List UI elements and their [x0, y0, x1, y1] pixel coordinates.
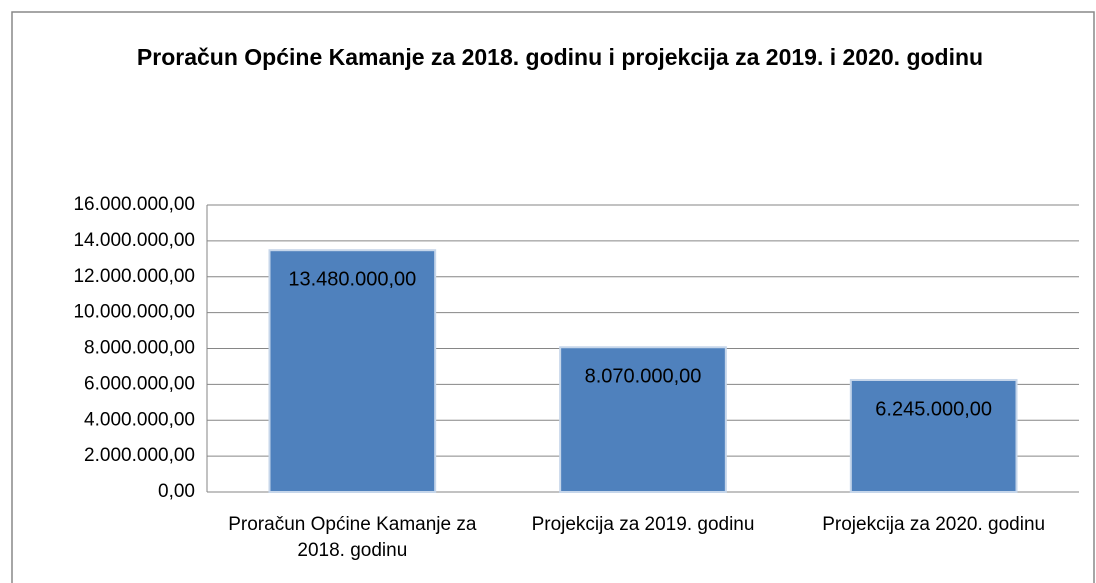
- data-label: 6.245.000,00: [875, 398, 992, 420]
- y-tick-label: 10.000.000,00: [73, 302, 195, 323]
- y-tick-label: 4.000.000,00: [84, 409, 195, 430]
- data-label: 13.480.000,00: [288, 268, 416, 290]
- chart-title: Proračun Općine Kamanje za 2018. godinu …: [136, 44, 984, 70]
- y-tick-label: 0,00: [158, 481, 195, 502]
- y-tick-label: 2.000.000,00: [84, 445, 195, 466]
- y-tick-label: 14.000.000,00: [73, 230, 195, 251]
- y-tick-label: 8.000.000,00: [84, 338, 195, 359]
- data-label: 8.070.000,00: [585, 366, 702, 388]
- bar: [849, 378, 1018, 493]
- y-tick-label: 6.000.000,00: [84, 373, 195, 394]
- bar: [268, 249, 437, 493]
- bar: [559, 346, 727, 494]
- x-tick-label: Projekcija za 2020. godinu: [822, 514, 1046, 535]
- x-tick-label: Proračun Općine Kamanje za 2018. godinu: [228, 514, 477, 561]
- y-tick-label: 16.000.000,00: [73, 194, 195, 215]
- x-tick-label: Projekcija za 2019. godinu: [531, 514, 755, 535]
- y-tick-label: 12.000.000,00: [73, 266, 195, 287]
